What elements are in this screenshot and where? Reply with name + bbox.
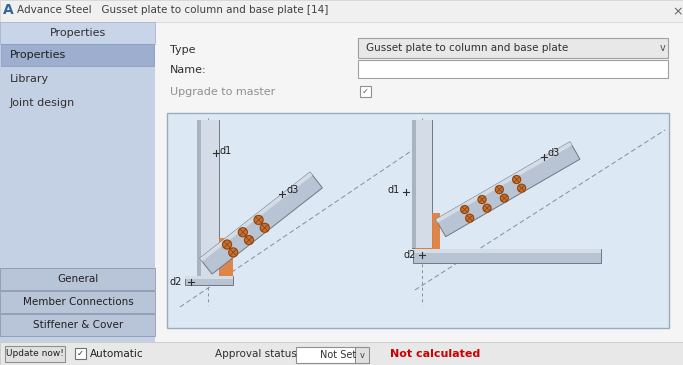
Text: Upgrade to master: Upgrade to master <box>170 87 275 97</box>
Text: d2: d2 <box>170 277 182 287</box>
Text: Member Connections: Member Connections <box>23 297 133 307</box>
Polygon shape <box>199 172 322 274</box>
Bar <box>296 347 361 363</box>
Bar <box>0 0 683 22</box>
Bar <box>0 268 155 290</box>
Circle shape <box>483 204 491 212</box>
Text: General: General <box>57 274 98 284</box>
Text: Name:: Name: <box>170 65 207 75</box>
Text: Not Set: Not Set <box>320 350 357 360</box>
Circle shape <box>229 248 238 257</box>
Circle shape <box>223 240 232 249</box>
Text: d2: d2 <box>403 250 415 260</box>
Polygon shape <box>199 172 313 261</box>
Text: Gusset plate to column and base plate: Gusset plate to column and base plate <box>366 43 568 53</box>
Circle shape <box>461 205 469 214</box>
Text: Advance Steel   Gusset plate to column and base plate [14]: Advance Steel Gusset plate to column and… <box>17 5 329 15</box>
Polygon shape <box>415 213 440 249</box>
Text: ×: × <box>672 5 682 18</box>
Polygon shape <box>413 249 601 263</box>
Bar <box>355 347 369 363</box>
Bar <box>167 113 669 328</box>
Polygon shape <box>197 120 201 276</box>
Circle shape <box>260 223 269 232</box>
Polygon shape <box>436 142 580 237</box>
Text: Not calculated: Not calculated <box>390 349 480 359</box>
Circle shape <box>254 215 263 224</box>
Text: d1: d1 <box>387 185 400 195</box>
Bar <box>155 22 683 342</box>
Polygon shape <box>201 120 219 276</box>
Bar <box>0 342 683 365</box>
Bar <box>358 60 668 78</box>
Text: d1: d1 <box>220 146 232 156</box>
Bar <box>0 291 155 313</box>
Text: ✓: ✓ <box>76 349 83 357</box>
Circle shape <box>518 184 526 192</box>
Text: Approval status: Approval status <box>215 349 297 359</box>
Text: Update now!: Update now! <box>6 350 64 358</box>
Polygon shape <box>185 276 233 279</box>
Text: Library: Library <box>10 74 49 84</box>
Text: Properties: Properties <box>50 28 106 38</box>
Bar <box>0 22 155 342</box>
Text: Properties: Properties <box>10 50 66 60</box>
Polygon shape <box>413 249 601 253</box>
Text: Joint design: Joint design <box>10 98 75 108</box>
Circle shape <box>245 236 253 245</box>
Text: v: v <box>660 43 666 53</box>
Text: d3: d3 <box>548 148 560 158</box>
Polygon shape <box>416 120 432 248</box>
Circle shape <box>466 214 474 222</box>
Polygon shape <box>436 142 572 223</box>
Text: ✓: ✓ <box>361 87 369 96</box>
Bar <box>0 314 155 336</box>
Circle shape <box>495 185 503 193</box>
Bar <box>5 346 65 362</box>
Bar <box>75 348 86 359</box>
Bar <box>358 38 668 58</box>
Text: d3: d3 <box>286 185 298 195</box>
Circle shape <box>501 194 508 202</box>
Text: Automatic: Automatic <box>90 349 143 359</box>
Bar <box>0 22 155 44</box>
Polygon shape <box>205 238 233 276</box>
Polygon shape <box>197 120 219 276</box>
Text: Type: Type <box>170 45 195 55</box>
Polygon shape <box>412 120 432 248</box>
Text: Stiffener & Cover: Stiffener & Cover <box>33 320 123 330</box>
Circle shape <box>238 228 247 237</box>
Bar <box>1 44 154 66</box>
Circle shape <box>478 196 486 204</box>
Polygon shape <box>412 120 416 248</box>
Bar <box>360 86 371 97</box>
Text: A: A <box>3 3 14 17</box>
Text: v: v <box>359 350 365 360</box>
Polygon shape <box>185 276 233 285</box>
Circle shape <box>513 176 520 184</box>
